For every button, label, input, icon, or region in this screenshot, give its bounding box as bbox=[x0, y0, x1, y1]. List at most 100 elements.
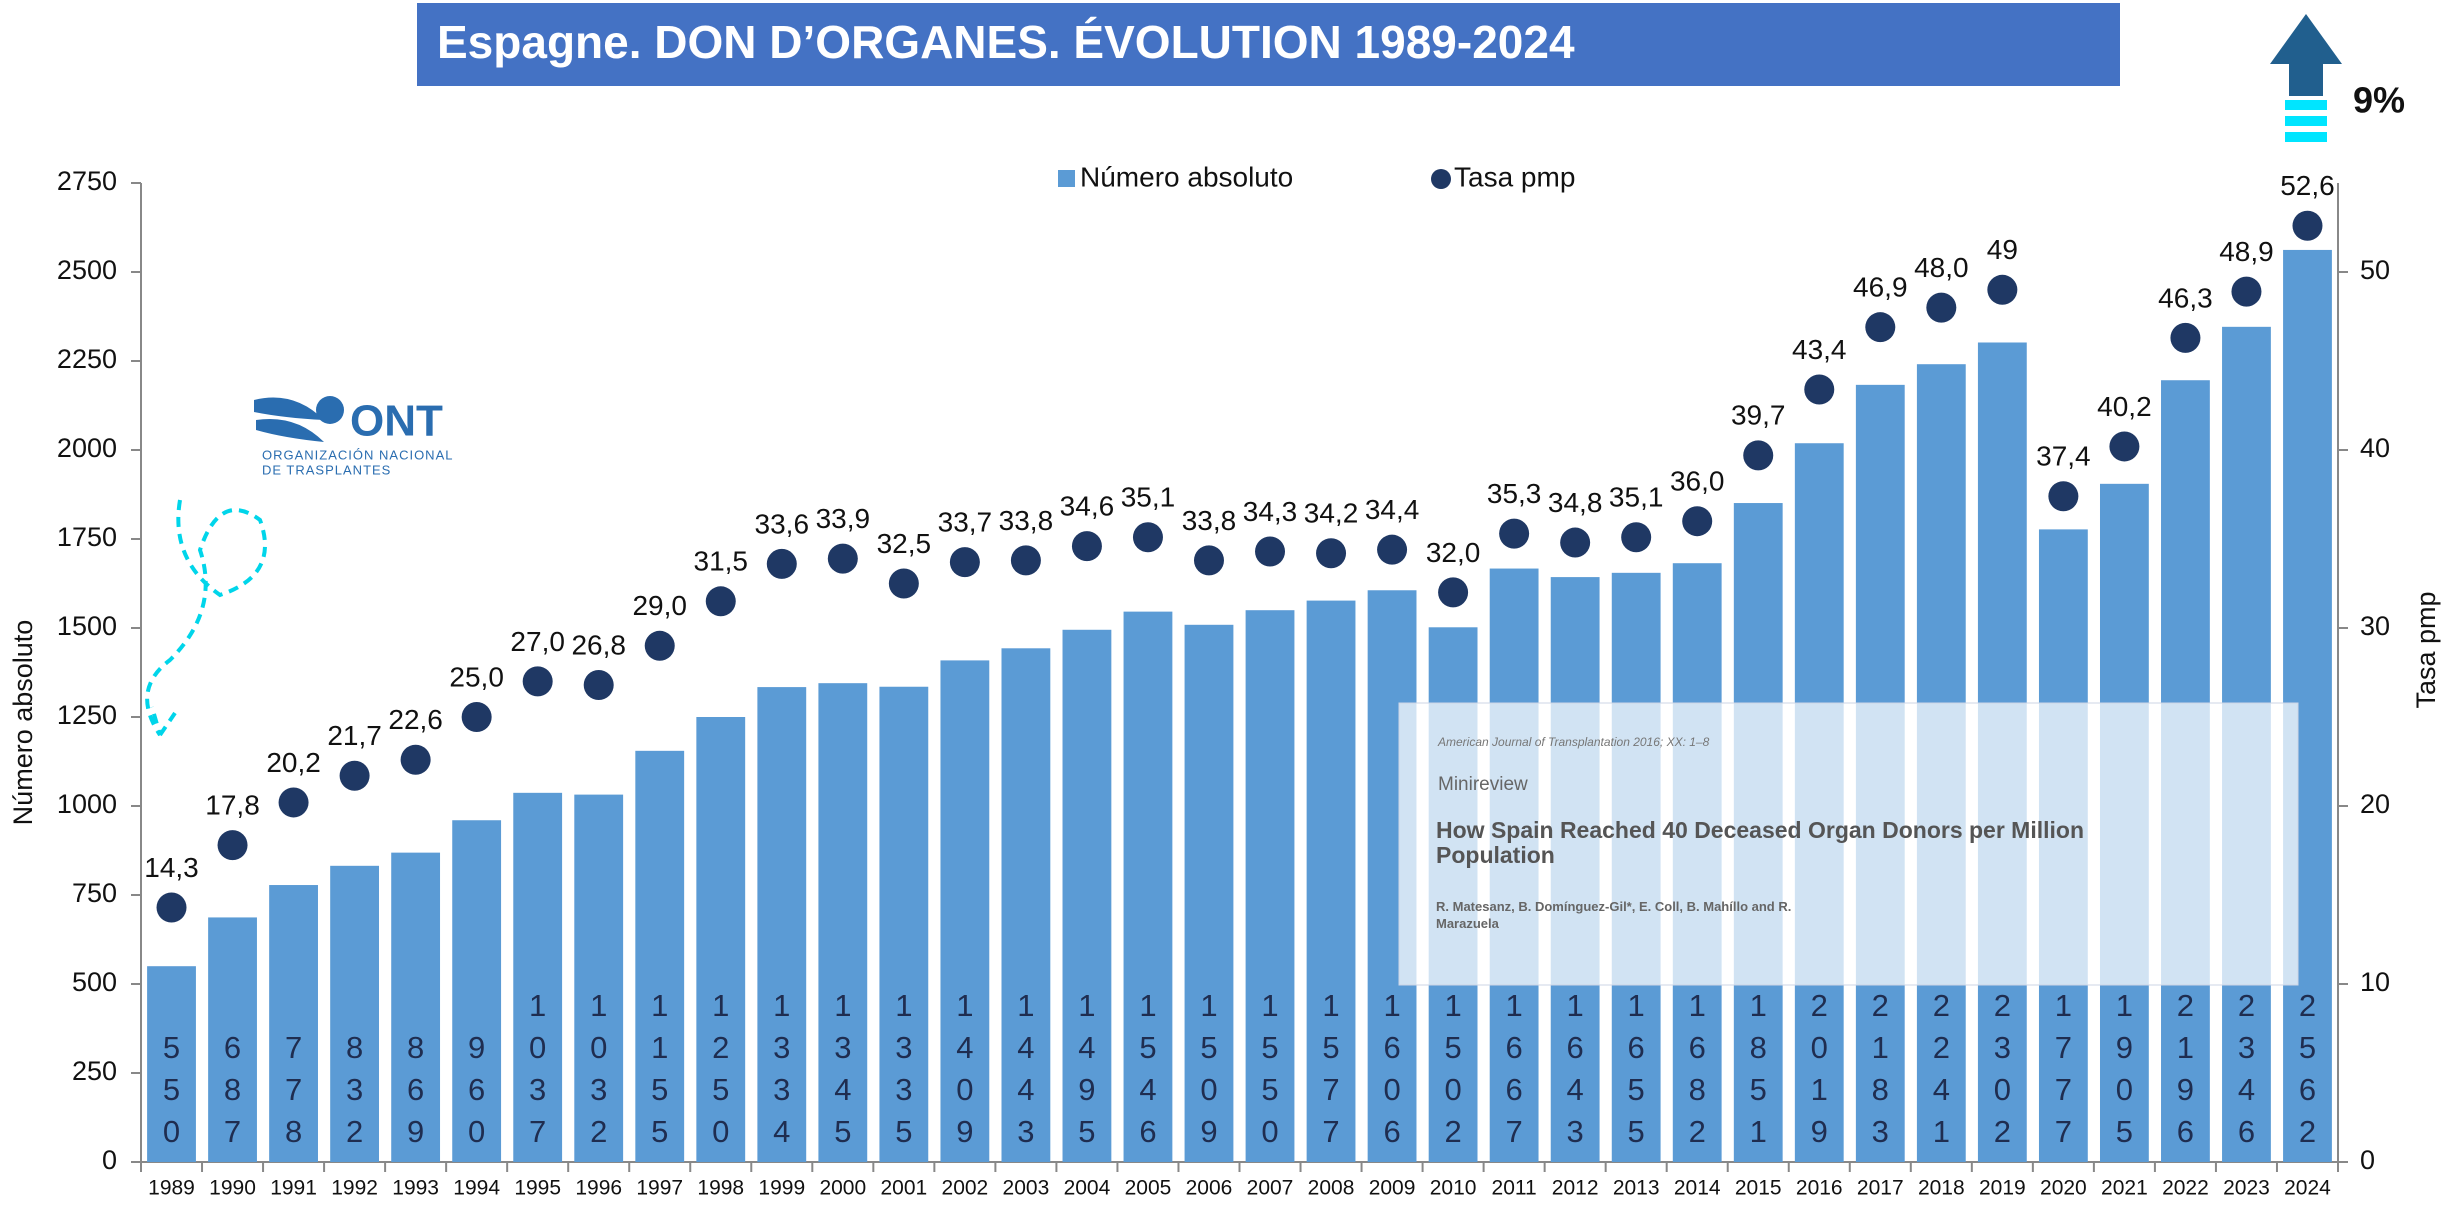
dot bbox=[2170, 322, 2201, 353]
bar bbox=[1184, 624, 1234, 1162]
dot bbox=[1560, 527, 1591, 558]
x-tick-label: 1990 bbox=[209, 1177, 256, 1200]
y-tick-label: 2250 bbox=[57, 344, 117, 374]
bar-value-label: 869 bbox=[398, 1030, 433, 1156]
dot-value-label: 35,3 bbox=[1487, 478, 1542, 509]
x-tick-label: 2006 bbox=[1186, 1177, 1233, 1200]
dot bbox=[2048, 481, 2079, 512]
y-tick-label: 1000 bbox=[57, 789, 117, 819]
x-tick-label: 1991 bbox=[270, 1177, 317, 1200]
legend-swatch bbox=[1431, 169, 1451, 189]
y2-tick-label: 40 bbox=[2360, 433, 2390, 463]
dot bbox=[1071, 531, 1102, 562]
dot-value-label: 26,8 bbox=[571, 629, 626, 660]
bar bbox=[147, 966, 196, 1162]
y-tick-label: 2750 bbox=[57, 166, 117, 196]
x-tick-label: 1996 bbox=[575, 1177, 622, 1200]
dot bbox=[888, 568, 919, 599]
x-tick-label: 2008 bbox=[1308, 1177, 1355, 1200]
dot bbox=[278, 787, 309, 818]
x-tick-label: 2023 bbox=[2223, 1177, 2270, 1200]
bar-value-label: 1606 bbox=[1375, 988, 1410, 1156]
dot-value-label: 33,8 bbox=[999, 505, 1054, 536]
dot-value-label: 40,2 bbox=[2097, 391, 2152, 422]
bar-value-label: 550 bbox=[154, 1030, 189, 1156]
dot bbox=[949, 547, 980, 578]
dot bbox=[522, 666, 553, 697]
dot-value-label: 35,1 bbox=[1609, 482, 1664, 513]
dot-value-label: 17,8 bbox=[205, 790, 260, 821]
x-tick-label: 2012 bbox=[1552, 1177, 1599, 1200]
bar-value-label: 1905 bbox=[2107, 988, 2142, 1156]
x-tick-label: 2002 bbox=[942, 1177, 989, 1200]
dot bbox=[1377, 534, 1408, 565]
x-tick-label: 2018 bbox=[1918, 1177, 1965, 1200]
bar-value-label: 2562 bbox=[2290, 988, 2325, 1156]
x-tick-label: 2020 bbox=[2040, 1177, 2087, 1200]
change-label: 9% bbox=[2353, 80, 2405, 121]
paper-inset bbox=[1398, 702, 2299, 986]
x-tick-label: 1999 bbox=[758, 1177, 805, 1200]
dot-value-label: 35,1 bbox=[1121, 482, 1176, 513]
dot bbox=[583, 669, 614, 700]
dot-value-label: 33,8 bbox=[1182, 505, 1237, 536]
dot-value-label: 34,6 bbox=[1060, 491, 1115, 522]
x-tick-label: 2019 bbox=[1979, 1177, 2026, 1200]
bar-value-label: 1502 bbox=[1436, 988, 1471, 1156]
y2-tick-label: 50 bbox=[2360, 255, 2390, 285]
dot-value-label: 37,4 bbox=[2036, 441, 2091, 472]
y-tick-label: 500 bbox=[72, 967, 117, 997]
dot bbox=[1499, 518, 1530, 549]
dot bbox=[217, 830, 248, 861]
title-box bbox=[417, 3, 2120, 86]
dot-value-label: 34,3 bbox=[1243, 496, 1298, 527]
y-tick-label: 2000 bbox=[57, 433, 117, 463]
bar-value-label: 1682 bbox=[1680, 988, 1715, 1156]
decor-arrow bbox=[145, 499, 267, 737]
dot bbox=[1682, 506, 1713, 537]
bar-value-label: 1334 bbox=[764, 988, 799, 1156]
chart-title: Espagne. DON D’ORGANES. ÉVOLUTION 1989-2… bbox=[437, 16, 1575, 68]
legend-swatch bbox=[1058, 170, 1075, 187]
bar bbox=[574, 794, 624, 1162]
dot bbox=[2109, 431, 2140, 462]
x-tick-label: 2022 bbox=[2162, 1177, 2209, 1200]
y-tick-label: 1500 bbox=[57, 611, 117, 641]
dot bbox=[644, 630, 675, 661]
dot bbox=[339, 760, 370, 791]
x-tick-label: 2003 bbox=[1003, 1177, 1050, 1200]
bar bbox=[513, 792, 563, 1162]
dot-value-label: 29,0 bbox=[632, 590, 687, 621]
bar bbox=[391, 852, 441, 1162]
paper-title-box: How Spain Reached 40 Deceased Organ Dono… bbox=[1436, 818, 2084, 868]
bar-value-label: 1443 bbox=[1008, 988, 1043, 1156]
bar-value-label: 832 bbox=[337, 1030, 372, 1156]
bar-value-label: 1409 bbox=[947, 988, 982, 1156]
x-tick-label: 2007 bbox=[1247, 1177, 1294, 1200]
legend-label: Tasa pmp bbox=[1454, 161, 1575, 192]
dot bbox=[1926, 292, 1957, 323]
x-tick-label: 1993 bbox=[392, 1177, 439, 1200]
bar bbox=[1306, 600, 1356, 1162]
x-tick-label: 2021 bbox=[2101, 1177, 2148, 1200]
bar bbox=[452, 820, 502, 1162]
y2-axis-label: Tasa pmp bbox=[2411, 591, 2441, 708]
dot-value-label: 20,2 bbox=[266, 747, 321, 778]
dot-value-label: 49 bbox=[1987, 234, 2018, 265]
bar-value-label: 1643 bbox=[1558, 988, 1593, 1156]
x-tick-label: 1994 bbox=[453, 1177, 500, 1200]
y-tick-label: 1250 bbox=[57, 700, 117, 730]
paper-kind: Minireview bbox=[1438, 774, 1528, 795]
dot bbox=[1010, 545, 1041, 576]
x-tick-label: 1997 bbox=[636, 1177, 683, 1200]
dot-value-label: 31,5 bbox=[694, 546, 749, 577]
dot-value-label: 27,0 bbox=[510, 626, 565, 657]
bar bbox=[696, 717, 746, 1162]
bar-value-label: 1546 bbox=[1130, 988, 1165, 1156]
y2-tick-label: 30 bbox=[2360, 611, 2390, 641]
bar-value-label: 2183 bbox=[1863, 988, 1898, 1156]
logo-line: DE TRASPLANTES bbox=[262, 462, 391, 477]
bar-value-label: 1335 bbox=[886, 988, 921, 1156]
dot-value-label: 32,5 bbox=[877, 528, 932, 559]
